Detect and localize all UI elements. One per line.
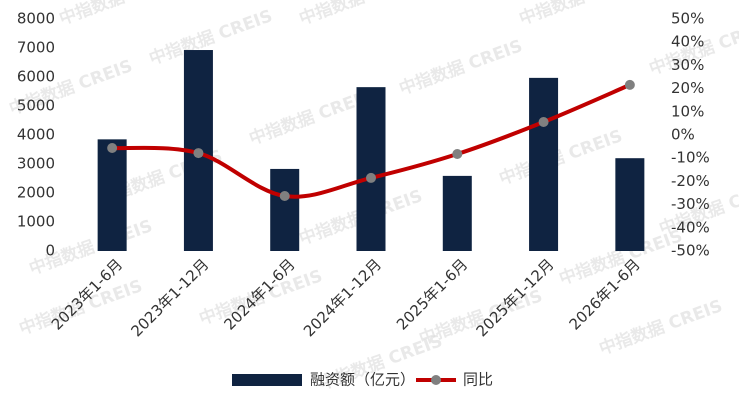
y2-tick-label: -30% — [671, 195, 710, 213]
legend-marker — [431, 375, 441, 385]
watermark: 中指数据 CREIS — [596, 295, 725, 359]
x-tick-label: 2023年1-12月 — [127, 255, 212, 340]
y-tick-label: 2000 — [17, 184, 55, 202]
bar — [356, 87, 386, 252]
y-tick-label: 0 — [45, 242, 55, 260]
y2-tick-label: -50% — [671, 242, 710, 260]
x-tick-label: 2025年1-12月 — [473, 255, 558, 340]
legend-label: 同比 — [463, 371, 493, 389]
line-marker — [624, 79, 635, 90]
watermark: 中指数据 CREIS — [56, 0, 185, 29]
y2-tick-label: 50% — [671, 10, 704, 28]
bar — [442, 175, 472, 251]
y2-tick-label: -40% — [671, 218, 710, 236]
legend-label: 融资额（亿元） — [310, 371, 415, 389]
watermark: 中指数据 CREIS — [516, 0, 645, 29]
y-tick-label: 3000 — [17, 155, 55, 173]
y2-tick-label: 40% — [671, 33, 704, 51]
y-tick-label: 6000 — [17, 68, 55, 86]
watermark: 中指数据 CREIS — [396, 35, 525, 99]
line-marker — [193, 148, 204, 159]
y2-tick-label: 10% — [671, 102, 704, 120]
y-tick-label: 8000 — [17, 10, 55, 28]
legend-swatch — [232, 374, 302, 386]
watermark: 中指数据 CREIS — [296, 0, 425, 29]
y2-tick-label: 0% — [671, 126, 695, 144]
y-tick-label: 4000 — [17, 126, 55, 144]
y-tick-label: 1000 — [17, 213, 55, 231]
bar — [270, 168, 300, 251]
bar — [529, 77, 559, 252]
line-marker — [107, 142, 118, 153]
y-tick-label: 5000 — [17, 97, 55, 115]
line-marker — [366, 172, 376, 183]
watermark: 中指数据 CREIS — [246, 85, 375, 149]
line-marker — [538, 117, 549, 128]
bar — [97, 139, 127, 251]
y2-tick-label: 20% — [671, 79, 704, 97]
line-marker — [452, 149, 463, 160]
y-tick-label: 7000 — [17, 39, 55, 57]
y2-tick-label: -10% — [671, 149, 710, 167]
y2-tick-label: 30% — [671, 56, 704, 74]
line-marker — [279, 191, 290, 202]
bar — [615, 158, 645, 251]
y2-tick-label: -20% — [671, 172, 710, 190]
